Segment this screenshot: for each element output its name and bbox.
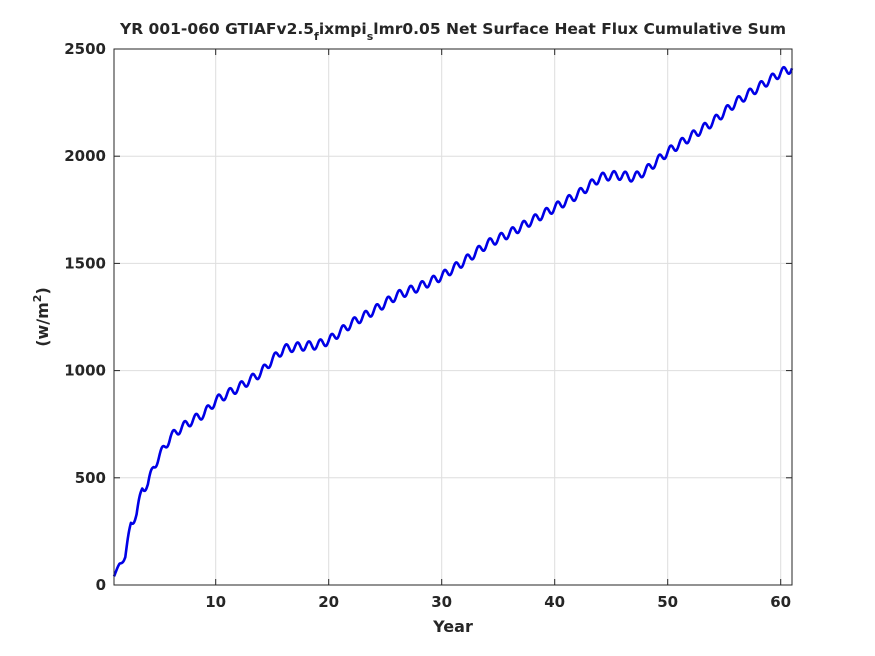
x-axis-label: Year	[432, 617, 473, 636]
title-part-3: lmr0.05 Net Surface Heat Flux Cumulative…	[373, 20, 786, 38]
chart-title: YR 001-060 GTIAFv2.5fixmpislmr0.05 Net S…	[119, 20, 786, 43]
y-tick-label: 2500	[64, 40, 106, 58]
tick-marks	[114, 48, 792, 586]
plot-area	[114, 49, 792, 585]
title-subscript-1: f	[314, 30, 319, 43]
y-tick-label: 0	[96, 576, 106, 594]
y-tick-label: 2000	[64, 147, 106, 165]
y-axis-label-superscript: 2	[31, 295, 44, 303]
y-axis-label-close: )	[33, 287, 52, 294]
x-tick-label: 20	[318, 593, 339, 611]
y-tick-label: 1500	[64, 254, 106, 272]
y-axis-label-base: (w/m	[33, 302, 52, 347]
plot-frame	[113, 48, 793, 586]
y-axis-label: (w/m2)	[31, 287, 52, 347]
x-tick-label: 40	[544, 593, 565, 611]
x-tick-label: 60	[770, 593, 791, 611]
x-tick-label: 30	[431, 593, 452, 611]
y-tick-label: 500	[75, 469, 106, 487]
series-line	[112, 65, 794, 578]
title-subscript-2: s	[367, 30, 374, 43]
grid-lines	[114, 48, 792, 586]
title-part-2: ixmpi	[319, 20, 367, 38]
y-tick-labels: 0 500 1000 1500 2000 2500	[64, 40, 106, 594]
x-tick-label: 50	[657, 593, 678, 611]
x-tick-labels: 10 20 30 40 50 60	[205, 593, 791, 611]
y-tick-label: 1000	[64, 362, 106, 380]
x-tick-label: 10	[205, 593, 226, 611]
title-part-1: YR 001-060 GTIAFv2.5	[119, 20, 314, 38]
